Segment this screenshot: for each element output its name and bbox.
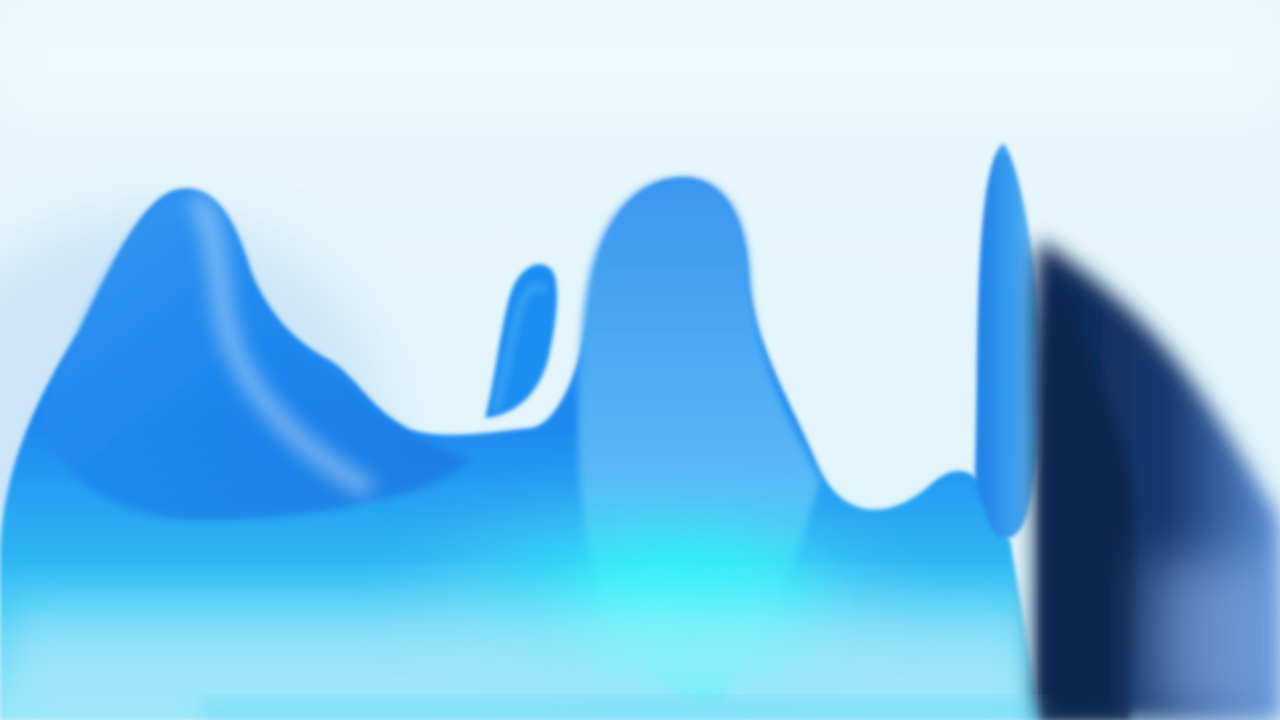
navy-shadow-core [1040,290,1136,720]
small-teardrop-inner [492,283,548,413]
left-hill-shading [40,193,470,520]
bottom-edge-glow [200,700,1040,720]
top-haze [0,0,1280,120]
left-hill-crest-highlight [190,194,374,497]
right-spire [975,144,1042,539]
right-light-fade [1150,560,1280,720]
